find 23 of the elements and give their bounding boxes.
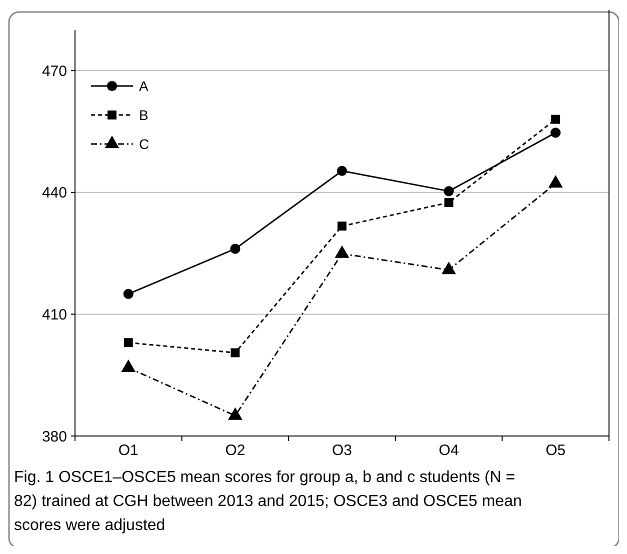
legend-label: C <box>139 136 150 152</box>
caption: Fig. 1 OSCE1–OSCE5 mean scores for group a, b and c students (N = 82) trained at CGH between 2013 and 2015; OSCE3 and OSCE5 mean scores were adjusted <box>14 469 522 534</box>
x-tick-label: O2 <box>225 442 246 459</box>
point <box>230 244 240 254</box>
y-tick-label: 470 <box>42 62 67 80</box>
point <box>124 338 133 348</box>
point <box>230 348 240 358</box>
y-tick-label: 380 <box>42 428 67 446</box>
y-tick-label: 410 <box>42 306 67 324</box>
point <box>338 222 346 231</box>
point <box>444 198 454 208</box>
point <box>551 114 560 124</box>
point <box>123 288 134 299</box>
legend-label: A <box>139 78 149 94</box>
point <box>444 186 454 196</box>
y-tick-label: 440 <box>42 184 67 202</box>
x-tick-label: O3 <box>332 442 352 459</box>
legend-label: B <box>139 106 148 123</box>
point <box>550 128 561 138</box>
x-tick-label: O1 <box>118 442 138 459</box>
x-tick-label: O5 <box>546 442 566 459</box>
x-tick-label: O4 <box>438 442 459 459</box>
point <box>336 166 348 176</box>
